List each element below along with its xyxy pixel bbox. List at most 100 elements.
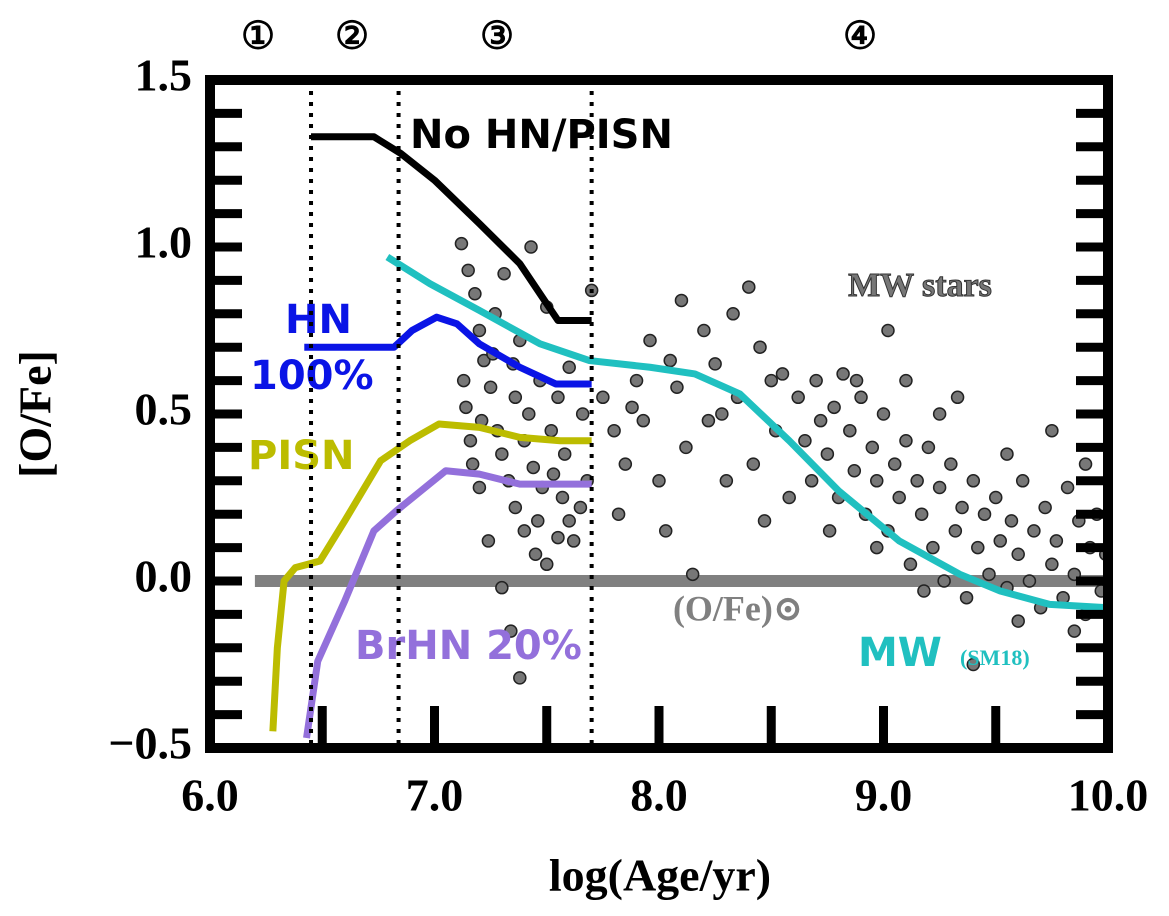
star-point <box>971 540 985 555</box>
scatter-label: MW stars <box>848 267 992 304</box>
star-point <box>522 407 536 421</box>
x-axis-title: log(Age/yr) <box>549 850 771 901</box>
phase-label: ① <box>241 16 275 58</box>
star-point <box>742 280 756 294</box>
star-point <box>524 240 538 254</box>
star-point <box>652 474 666 488</box>
star-point <box>847 464 862 478</box>
star-point <box>551 530 565 545</box>
model-line <box>303 467 592 739</box>
phase-label: ③ <box>480 16 514 58</box>
star-point <box>456 373 471 388</box>
y-tick-label: 1.0 <box>135 217 193 268</box>
star-point <box>1022 574 1037 588</box>
star-point <box>843 423 857 438</box>
star-point <box>966 474 981 488</box>
star-point <box>1011 547 1025 562</box>
y-tick-label: 0.0 <box>135 551 193 602</box>
star-point <box>798 433 812 448</box>
star-point <box>753 340 767 354</box>
star-point <box>715 407 729 421</box>
star-point <box>513 671 527 685</box>
star-point <box>932 407 947 421</box>
star-point <box>472 323 487 338</box>
star-point <box>719 474 734 488</box>
star-point <box>528 547 543 562</box>
star-point <box>573 500 588 515</box>
star-point <box>870 540 884 555</box>
star-point <box>461 263 475 278</box>
y-axis-title: [O/Fe] <box>10 350 61 478</box>
star-point <box>544 423 558 438</box>
star-point <box>1004 514 1019 528</box>
star-point <box>618 457 633 471</box>
star-point <box>959 590 974 605</box>
star-point <box>674 293 689 308</box>
star-point <box>921 440 936 455</box>
star-point <box>903 557 918 572</box>
star-point <box>887 457 902 471</box>
star-point <box>566 534 581 548</box>
star-point <box>1015 474 1030 488</box>
star-point <box>849 373 864 388</box>
star-point <box>820 447 835 461</box>
model-line <box>385 254 1109 612</box>
star-point <box>899 433 913 448</box>
star-point <box>836 367 850 381</box>
star-point <box>679 440 693 455</box>
star-point <box>562 360 576 374</box>
star-point <box>517 524 532 538</box>
model-line <box>304 313 592 388</box>
star-point <box>993 534 1007 548</box>
solar-label: (O/Fe)⊙ <box>673 588 803 628</box>
x-tick-label: 9.0 <box>855 770 913 821</box>
x-tick-label: 7.0 <box>406 770 464 821</box>
star-point <box>607 423 621 438</box>
series-label: PISN <box>248 433 354 479</box>
star-point <box>854 390 868 405</box>
star-point <box>892 490 906 505</box>
star-point <box>531 514 545 528</box>
star-point <box>822 524 837 538</box>
model-line <box>311 133 592 324</box>
star-point <box>955 500 969 515</box>
star-point <box>477 353 491 368</box>
star-point <box>495 580 509 595</box>
star-point <box>899 373 913 388</box>
series-label: BrHN 20% <box>355 623 582 669</box>
star-point <box>827 400 841 415</box>
star-point <box>546 467 561 481</box>
star-point <box>917 584 931 598</box>
series-label: 100% <box>250 353 374 399</box>
star-point <box>926 540 940 555</box>
star-point <box>775 367 790 381</box>
star-point <box>804 474 819 488</box>
star-point <box>454 236 469 251</box>
star-point <box>764 373 778 388</box>
star-point <box>1045 557 1059 572</box>
star-point <box>636 413 651 428</box>
star-point <box>495 447 509 461</box>
star-point <box>670 380 684 395</box>
star-point <box>625 400 639 415</box>
star-point <box>540 557 554 572</box>
star-point <box>468 287 482 301</box>
star-point <box>937 574 951 588</box>
star-point <box>551 390 565 405</box>
star-point <box>966 657 981 672</box>
star-point <box>1067 624 1082 638</box>
series-label: MW <box>858 630 942 676</box>
star-point <box>726 307 740 321</box>
star-point <box>658 524 673 538</box>
star-point <box>504 624 518 638</box>
star-point <box>481 534 496 548</box>
star-point <box>876 407 891 421</box>
star-point <box>508 390 523 405</box>
phase-label: ④ <box>843 16 877 58</box>
star-point <box>557 447 572 461</box>
x-tick-label: 8.0 <box>630 770 688 821</box>
x-tick-label: 6.0 <box>181 770 239 821</box>
star-point <box>497 266 511 281</box>
star-point <box>809 373 823 388</box>
star-point <box>982 567 996 582</box>
